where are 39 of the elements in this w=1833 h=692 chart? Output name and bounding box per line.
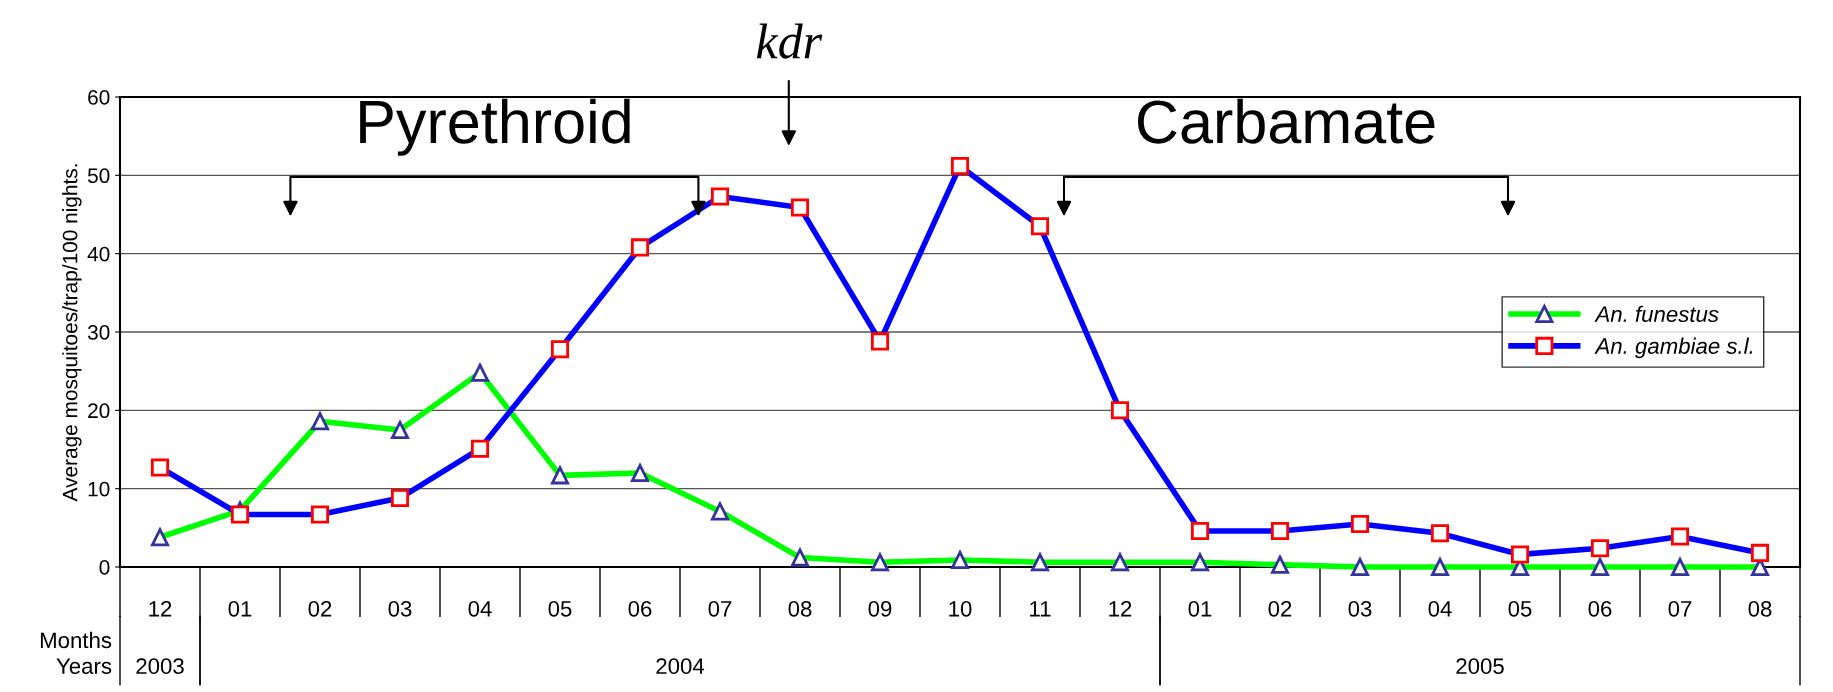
- x-tick-label: 06: [1588, 600, 1612, 617]
- text: 2003: [136, 658, 184, 675]
- annotation: Pyrethroid: [360, 98, 630, 156]
- x-tick-label: 01: [228, 600, 252, 617]
- x-tick-label: 07: [1668, 600, 1692, 617]
- x-tick-label: 09: [868, 600, 892, 617]
- text: Months: [40, 631, 112, 649]
- x-tick-label: 08: [788, 600, 812, 617]
- y-tick-label: 50: [87, 168, 110, 184]
- x-tick-label: 05: [548, 600, 572, 617]
- y-axis-title: Average mosquitoes/trap/100 nights.: [62, 164, 82, 502]
- text: Years: [56, 658, 112, 675]
- y-tick-label: 10: [88, 481, 110, 497]
- x-tick-label: 10: [949, 600, 972, 617]
- x-tick-label: 04: [1428, 600, 1452, 617]
- x-tick-label: 03: [1348, 600, 1372, 617]
- y-tick-label: 20: [88, 403, 110, 419]
- x-tick-label: 12: [1109, 600, 1132, 617]
- annotation: Carbamate: [1137, 98, 1435, 144]
- x-tick-label: 06: [628, 600, 652, 617]
- x-tick-label: 04: [468, 600, 492, 617]
- x-tick-label: 02: [308, 600, 332, 617]
- x-tick-label: 02: [1268, 600, 1292, 617]
- legend-label: An. funestus: [1594, 305, 1719, 323]
- y-tick-label: 40: [87, 246, 110, 262]
- x-tick-label: 03: [388, 600, 412, 617]
- x-tick-label: 12: [149, 600, 172, 617]
- text: kdr: [756, 23, 823, 59]
- y-tick-label: 60: [88, 90, 110, 105]
- x-tick-label: 11: [1030, 601, 1051, 617]
- x-tick-label: 01: [1188, 600, 1212, 617]
- text: 2005: [1456, 658, 1504, 675]
- x-tick-label: 07: [708, 600, 732, 617]
- x-tick-label: 05: [1508, 600, 1532, 617]
- legend-label: An. gambiae s.l.: [1594, 337, 1753, 359]
- y-tick-label: 30: [87, 325, 110, 340]
- x-tick-label: 08: [1748, 600, 1772, 617]
- y-tick-label: 0: [99, 560, 110, 575]
- text: 2004: [656, 658, 705, 675]
